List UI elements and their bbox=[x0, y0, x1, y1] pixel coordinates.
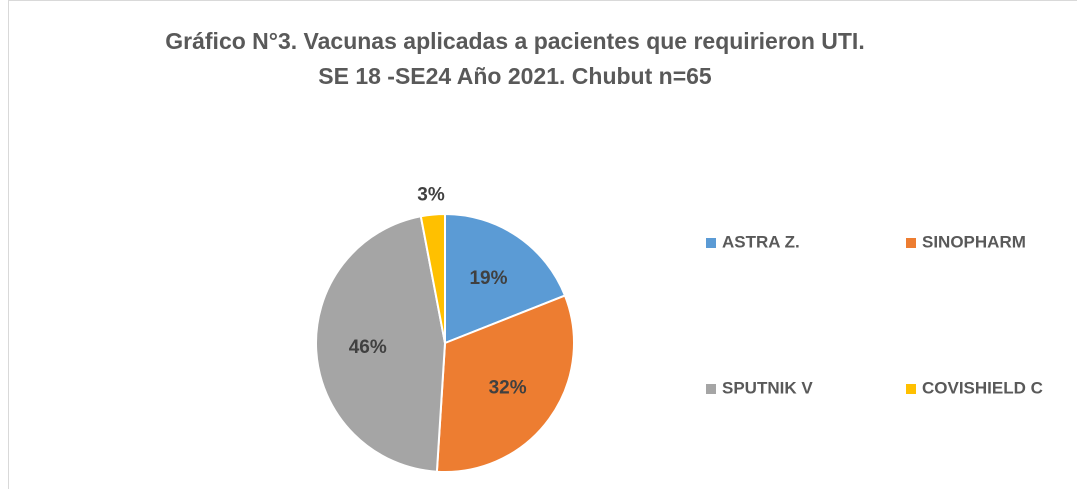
pie-slice bbox=[435, 294, 575, 473]
legend-swatch bbox=[706, 384, 716, 394]
chart-subtitle: SE 18 -SE24 Año 2021. Chubut n=65 bbox=[318, 63, 712, 89]
pie-slice bbox=[315, 215, 447, 473]
data-label: 3% bbox=[417, 184, 445, 205]
pie-slice bbox=[419, 212, 446, 344]
legend-swatch bbox=[906, 384, 916, 394]
legend-label: SPUTNIK V bbox=[722, 378, 813, 397]
data-label: 19% bbox=[469, 268, 507, 289]
legend-label: SINOPHARM bbox=[922, 232, 1026, 251]
data-label: 46% bbox=[349, 337, 387, 358]
legend-swatch bbox=[906, 238, 916, 248]
chart-title: Gráfico N°3. Vacunas aplicadas a pacient… bbox=[165, 28, 864, 54]
data-label: 32% bbox=[489, 378, 527, 399]
legend-swatch bbox=[706, 238, 716, 248]
pie-slice bbox=[444, 212, 567, 345]
legend-label: COVISHIELD C bbox=[922, 378, 1043, 397]
legend-label: ASTRA Z. bbox=[722, 232, 800, 251]
